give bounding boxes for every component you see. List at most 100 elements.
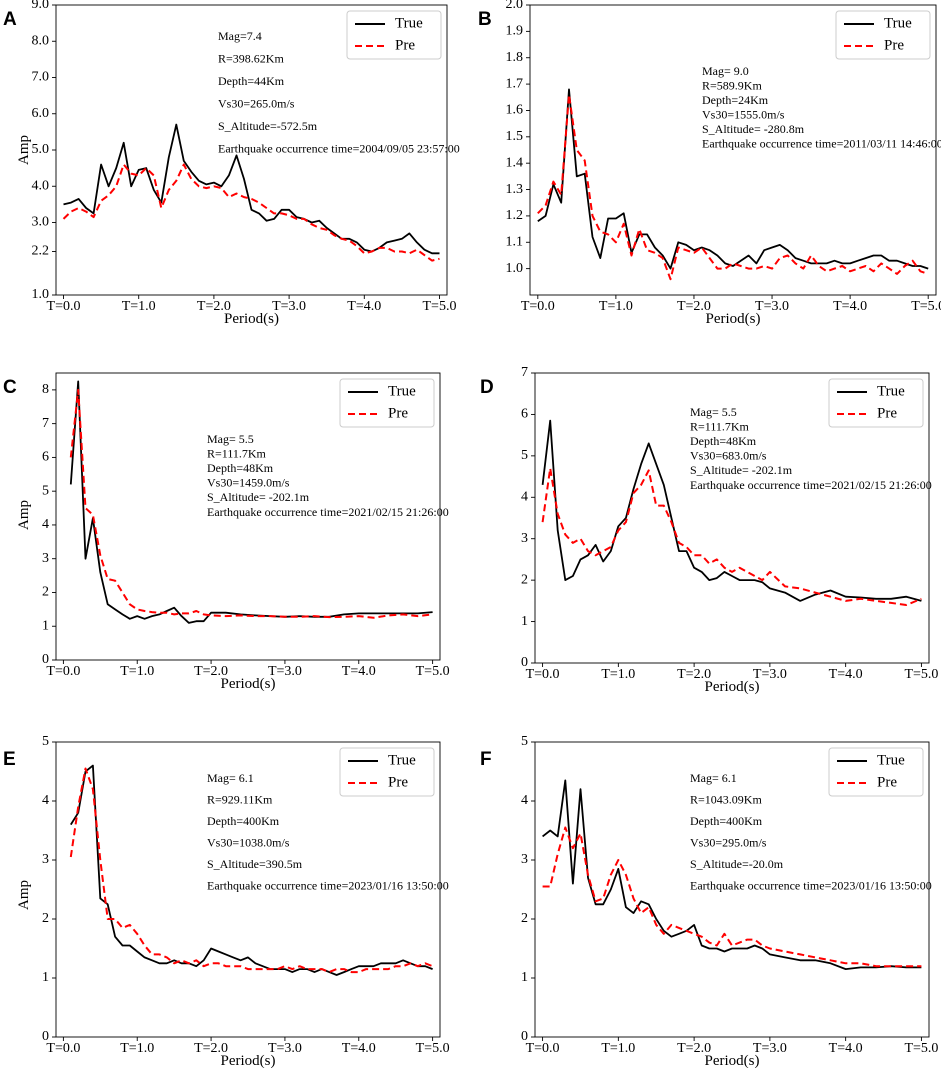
x-tick-label: T=4.0 bbox=[833, 299, 867, 314]
series-true-line bbox=[63, 123, 440, 255]
x-axis-label: Period(s) bbox=[221, 676, 276, 692]
legend-box bbox=[835, 10, 931, 60]
x-tick-label: T=3.0 bbox=[753, 1041, 787, 1056]
x-tick-label: T=0.0 bbox=[46, 1041, 80, 1056]
x-axis-label: Period(s) bbox=[224, 311, 279, 327]
legend-pre-label: Pre bbox=[877, 774, 897, 790]
y-tick-label: 0 bbox=[42, 1029, 49, 1044]
y-tick-label: 9.0 bbox=[32, 0, 50, 12]
legend-true-label: True bbox=[877, 383, 905, 399]
panel-label: F bbox=[480, 749, 492, 770]
y-axis-label: Amp bbox=[16, 500, 32, 530]
y-tick-label: 3 bbox=[42, 551, 49, 566]
x-tick-label: T=2.0 bbox=[677, 1041, 711, 1056]
annotation-line: R=929.11Km bbox=[207, 792, 273, 806]
legend-box bbox=[339, 747, 435, 797]
x-tick-label: T=3.0 bbox=[272, 299, 306, 314]
y-tick-label: 1.8 bbox=[506, 50, 524, 65]
annotation-line: S_Altitude=-20.0m bbox=[690, 857, 784, 871]
x-tick-label: T=4.0 bbox=[829, 667, 863, 682]
y-tick-label: 0 bbox=[521, 655, 528, 670]
y-tick-label: 7.0 bbox=[32, 70, 50, 85]
panel-label: C bbox=[3, 377, 17, 398]
y-tick-label: 6 bbox=[521, 407, 528, 422]
y-tick-label: 2 bbox=[42, 585, 49, 600]
chart-panel-d: D T=0.0 T=1.0 T=2.0 T=3.0 T=4.0 T=5.0 0 1 2 3 4 5 6 7 P… bbox=[480, 365, 938, 695]
plot-frame bbox=[55, 372, 441, 661]
legend-pre-label: Pre bbox=[884, 37, 904, 53]
series-true-line bbox=[542, 779, 922, 970]
annotation-line: Mag=7.4 bbox=[218, 29, 262, 43]
legend-pre-label: Pre bbox=[877, 405, 897, 421]
x-tick-label: T=0.0 bbox=[526, 667, 560, 682]
x-tick-label: T=1.0 bbox=[120, 664, 154, 679]
x-axis-label: Period(s) bbox=[706, 311, 761, 327]
series-true-line bbox=[537, 88, 929, 270]
x-tick-label: T=3.0 bbox=[268, 664, 302, 679]
y-tick-label: 2.2 bbox=[32, 244, 50, 259]
y-tick-label: 1.0 bbox=[506, 261, 524, 276]
x-tick-label: T=4.0 bbox=[342, 1041, 376, 1056]
legend-true-label: True bbox=[395, 15, 423, 31]
y-tick-label: 1.0 bbox=[32, 287, 50, 302]
x-tick-label: T=1.0 bbox=[120, 1041, 154, 1056]
panel-label: D bbox=[480, 377, 494, 398]
y-tick-label: 5 bbox=[42, 734, 49, 749]
x-tick-label: T=5.0 bbox=[423, 299, 457, 314]
panel-label: B bbox=[478, 9, 492, 30]
y-tick-label: 6.0 bbox=[32, 106, 50, 121]
annotation-line: S_Altitude=-572.5m bbox=[218, 119, 318, 133]
y-tick-label: 5 bbox=[42, 483, 49, 498]
series-true-line bbox=[69, 380, 433, 624]
series-pre-line bbox=[69, 388, 433, 619]
x-tick-label: T=3.0 bbox=[755, 299, 789, 314]
plot-frame bbox=[55, 741, 441, 1038]
y-axis-label: Amp bbox=[16, 880, 32, 910]
x-tick-label: T=0.0 bbox=[526, 1041, 560, 1056]
y-tick-label: 2 bbox=[521, 911, 528, 926]
x-tick-label: T=2.0 bbox=[197, 299, 231, 314]
y-tick-label: 1.2 bbox=[506, 208, 524, 223]
annotation-line: Vs30=683.0m/s bbox=[690, 449, 767, 463]
y-tick-label: 1 bbox=[521, 614, 528, 629]
y-tick-label: 8.0 bbox=[32, 33, 50, 48]
x-axis-label: Period(s) bbox=[221, 1053, 276, 1068]
y-tick-label: 1 bbox=[42, 970, 49, 985]
y-tick-label: 4 bbox=[521, 793, 528, 808]
annotation-line: R=589.9Km bbox=[702, 78, 762, 92]
annotation-line: Earthquake occurrence time=2021/02/15 21… bbox=[207, 505, 449, 519]
y-tick-label: 2 bbox=[521, 572, 528, 587]
legend-pre-label: Pre bbox=[395, 37, 415, 53]
x-tick-label: T=0.0 bbox=[46, 664, 80, 679]
x-tick-label: T=5.0 bbox=[416, 1041, 450, 1056]
chart-panel-a: A T=0.0 T=1.0 T=2.0 T=3.0 T=4.0 T=5.0 1.0 2.2 3.0… bbox=[3, 0, 460, 327]
y-tick-label: 7 bbox=[42, 416, 49, 431]
y-tick-label: 5.0 bbox=[32, 142, 50, 157]
x-tick-label: T=1.0 bbox=[122, 299, 156, 314]
y-tick-label: 5 bbox=[521, 448, 528, 463]
annotation-line: Depth=24Km bbox=[702, 93, 769, 107]
legend-box bbox=[346, 10, 442, 60]
y-tick-label: 2 bbox=[42, 911, 49, 926]
legend: True Pre bbox=[339, 378, 435, 428]
y-tick-label: 7 bbox=[521, 365, 528, 380]
annotation-line: S_Altitude=390.5m bbox=[207, 857, 303, 871]
series-true-line bbox=[70, 764, 433, 976]
annotation-line: R=398.62Km bbox=[218, 51, 284, 65]
annotation-line: S_Altitude= -202.1m bbox=[207, 490, 310, 504]
annotation-line: Depth=400Km bbox=[207, 814, 280, 828]
y-tick-label: 1.9 bbox=[506, 24, 524, 39]
chart-panel-b: B T=0.0 T=1.0 T=2.0 T=3.0 T=4.0 T=5.0 1.0 1.1 1.2… bbox=[478, 0, 941, 327]
annotation-line: Depth=48Km bbox=[207, 461, 274, 475]
x-tick-label: T=4.0 bbox=[347, 299, 381, 314]
y-tick-label: 0 bbox=[521, 1029, 528, 1044]
annotation-line: Earthquake occurrence time=2004/09/05 23… bbox=[218, 141, 460, 155]
y-tick-label: 0 bbox=[42, 652, 49, 667]
legend-true-label: True bbox=[877, 752, 905, 768]
series-pre-line bbox=[537, 93, 929, 281]
series-pre-line bbox=[69, 767, 433, 974]
annotation-line: Mag= 9.0 bbox=[702, 64, 749, 78]
annotation-line: S_Altitude= -280.8m bbox=[702, 122, 805, 136]
plot-frame bbox=[534, 741, 930, 1038]
y-tick-label: 4 bbox=[42, 793, 49, 808]
